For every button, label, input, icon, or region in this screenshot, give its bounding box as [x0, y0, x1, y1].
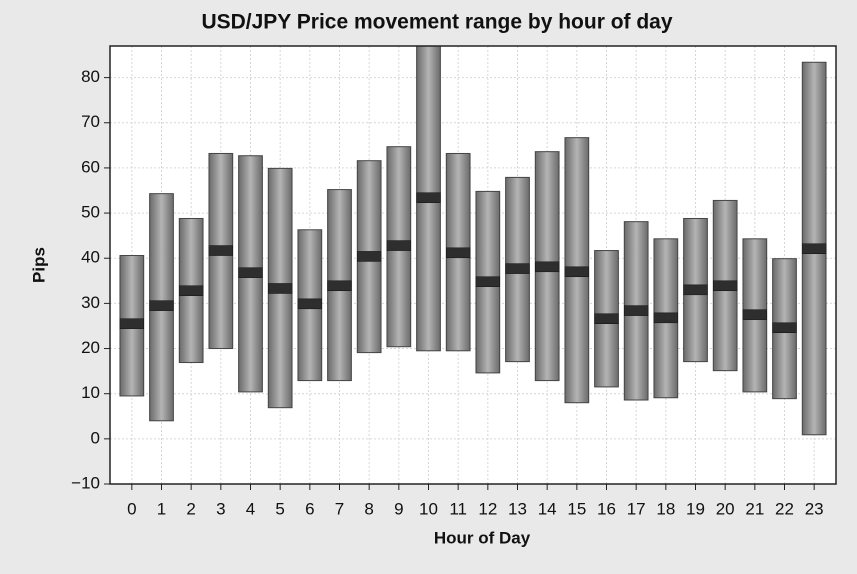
mid-marker [772, 322, 797, 334]
mid-marker [238, 267, 263, 278]
x-tick-label: 0 [127, 499, 136, 518]
x-tick-label: 16 [597, 499, 616, 518]
y-tick-label: 50 [81, 203, 100, 222]
x-tick-label: 12 [478, 499, 497, 518]
x-tick-label: 23 [805, 499, 824, 518]
mid-marker [357, 251, 382, 262]
chart-title: USD/JPY Price movement range by hour of … [201, 11, 672, 34]
x-tick-label: 15 [567, 499, 586, 518]
mid-marker [179, 285, 204, 296]
mid-marker [564, 266, 589, 278]
marks [119, 46, 827, 436]
x-tick-label: 10 [419, 499, 438, 518]
x-tick-label: 7 [335, 499, 344, 518]
mid-marker [208, 245, 233, 256]
y-tick-label: 40 [81, 248, 100, 267]
mid-marker [416, 192, 441, 203]
x-tick-label: 14 [538, 499, 557, 518]
mid-marker [802, 243, 827, 254]
mid-marker [742, 309, 767, 320]
mid-marker [505, 263, 530, 274]
mid-marker [535, 261, 560, 273]
x-tick-label: 4 [246, 499, 255, 518]
mid-marker [713, 280, 738, 292]
y-tick-label: −10 [71, 473, 100, 492]
mid-marker [297, 298, 322, 310]
x-tick-label: 11 [449, 499, 467, 518]
x-tick-label: 1 [157, 499, 166, 518]
y-tick-label: 20 [81, 338, 100, 357]
x-tick-label: 13 [508, 499, 527, 518]
mid-marker [149, 300, 174, 311]
y-tick-label: 60 [81, 157, 100, 176]
x-tick-label: 5 [275, 499, 284, 518]
x-tick-label: 9 [394, 499, 403, 518]
y-axis-label: Pips [29, 247, 48, 283]
x-tick-label: 18 [656, 499, 675, 518]
y-tick-label: 30 [81, 293, 100, 312]
x-axis-label: Hour of Day [434, 528, 531, 547]
mid-marker [624, 305, 649, 316]
mid-marker [653, 312, 678, 324]
x-tick-label: 20 [716, 499, 735, 518]
mid-marker [683, 284, 708, 296]
x-tick-label: 17 [627, 499, 646, 518]
x-tick-label: 8 [364, 499, 373, 518]
y-tick-label: 10 [81, 383, 100, 402]
y-tick-label: 70 [81, 112, 100, 131]
y-tick-label: 0 [91, 428, 100, 447]
mid-marker [446, 247, 471, 259]
x-tick-label: 22 [775, 499, 794, 518]
x-tick-label: 21 [745, 499, 764, 518]
mid-marker [594, 313, 619, 324]
x-tick-label: 2 [186, 499, 195, 518]
mid-marker [119, 318, 144, 329]
x-tick-label: 6 [305, 499, 314, 518]
mid-marker [475, 276, 500, 287]
mid-marker [386, 240, 411, 251]
x-tick-label: 3 [216, 499, 225, 518]
plot-border [109, 45, 837, 485]
y-tick-label: 80 [81, 67, 100, 86]
mid-marker [327, 280, 352, 292]
x-tick-label: 19 [686, 499, 705, 518]
mid-marker [268, 283, 293, 294]
